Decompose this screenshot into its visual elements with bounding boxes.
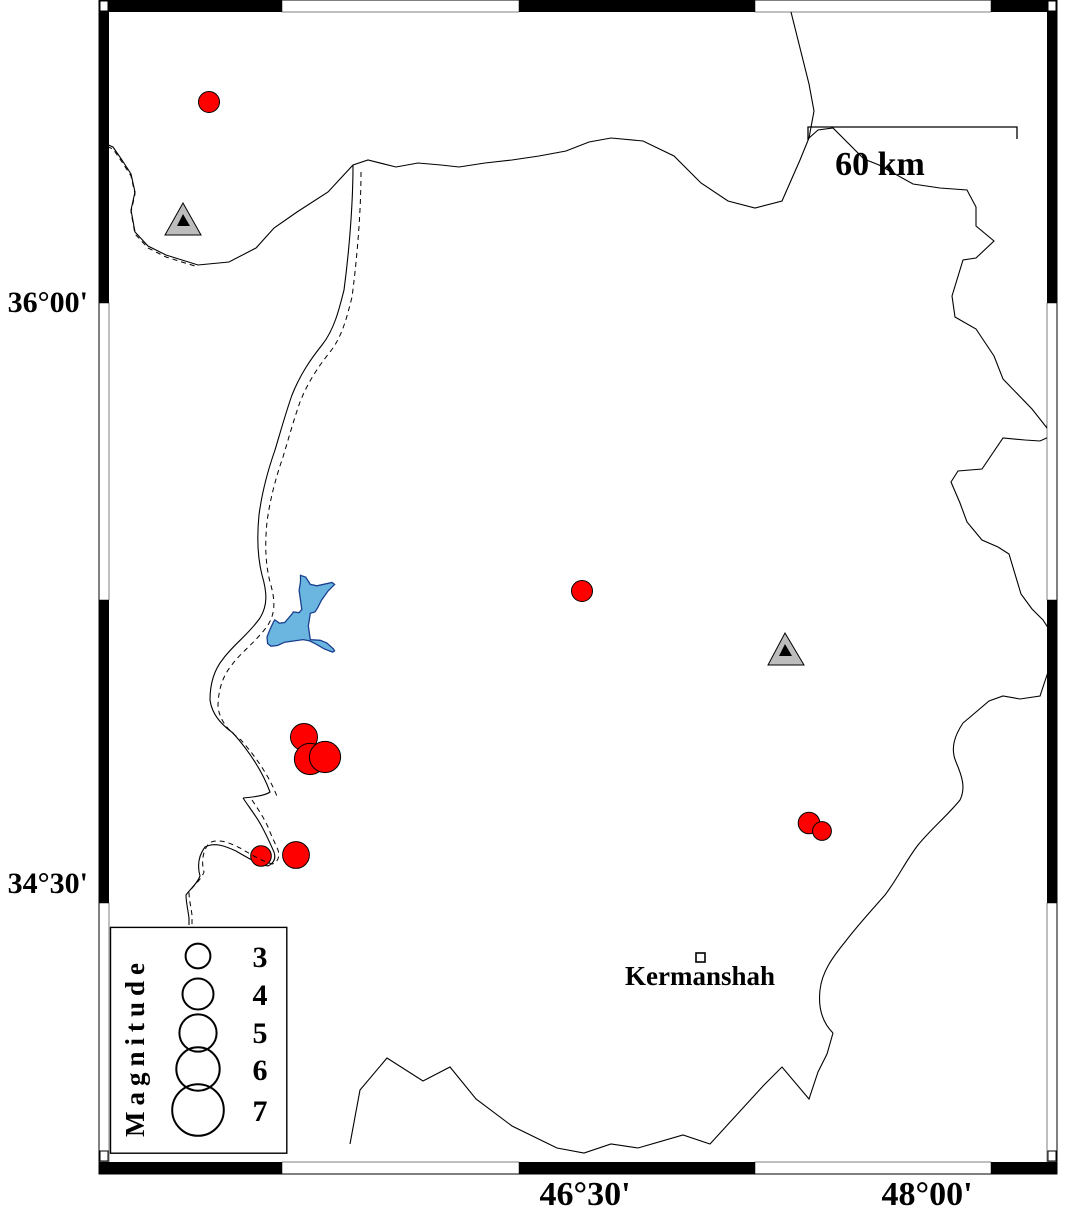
svg-text:60 km: 60 km	[835, 146, 925, 183]
svg-text:36°00': 36°00'	[8, 286, 88, 319]
svg-text:7: 7	[253, 1095, 268, 1128]
svg-text:48°00': 48°00'	[881, 1176, 972, 1212]
svg-text:4: 4	[253, 979, 268, 1012]
svg-text:3: 3	[253, 941, 268, 974]
svg-text:Magnitude: Magnitude	[120, 957, 150, 1137]
svg-text:34°30': 34°30'	[8, 867, 88, 900]
svg-text:6: 6	[253, 1054, 268, 1087]
svg-text:5: 5	[253, 1017, 268, 1050]
svg-text:Kermanshah: Kermanshah	[625, 961, 775, 991]
svg-text:46°30': 46°30'	[539, 1176, 630, 1212]
